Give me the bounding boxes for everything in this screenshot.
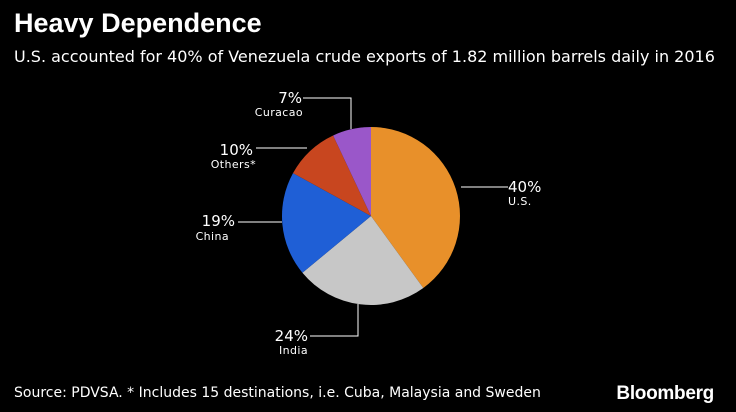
chart-title: Heavy Dependence	[14, 8, 262, 38]
data-label-china: 19%	[202, 212, 235, 230]
source-note: Source: PDVSA. * Includes 15 destination…	[14, 385, 541, 401]
data-label-curacao: 7%	[278, 89, 302, 107]
data-label-india: 24%	[275, 327, 308, 345]
slice-name-india: India	[279, 344, 308, 357]
leader-line-curacao	[303, 97, 352, 129]
bloomberg-logo: Bloomberg	[616, 383, 714, 404]
slice-name-u-s: U.S.	[508, 195, 532, 208]
leader-line-india	[310, 304, 359, 337]
slice-name-curacao: Curacao	[255, 106, 303, 119]
data-label-u-s: 40%	[508, 178, 541, 196]
data-label-others: 10%	[220, 141, 253, 159]
slice-name-others: Others*	[211, 158, 256, 171]
pie-slice-india	[302, 216, 424, 305]
pie-slice-curacao	[333, 127, 371, 216]
chart-subtitle: U.S. accounted for 40% of Venezuela crud…	[14, 47, 715, 66]
pie-slice-u-s	[371, 127, 460, 288]
pie-slice-others	[293, 135, 371, 216]
pie-slice-china	[281, 173, 371, 273]
slice-name-china: China	[196, 230, 229, 243]
